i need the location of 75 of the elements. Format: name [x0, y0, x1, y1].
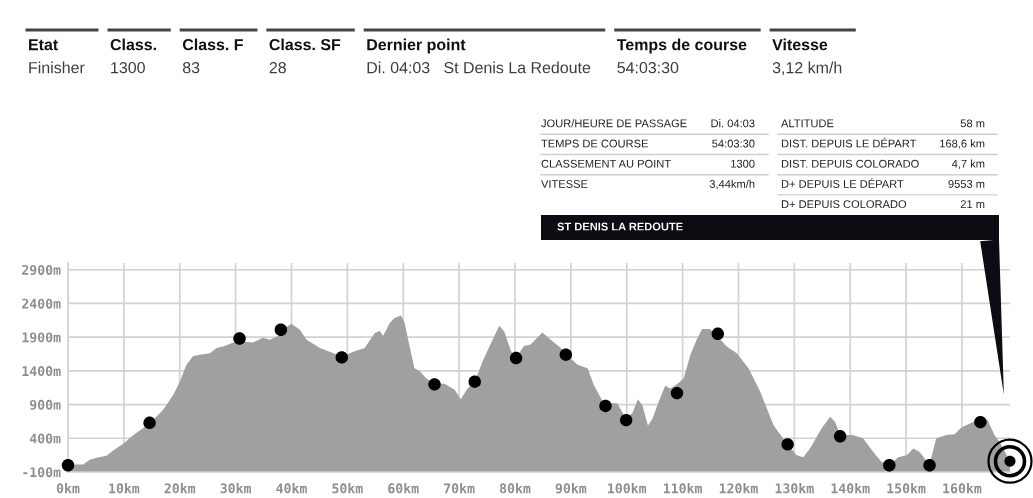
text: TEMPS DE COURSE: [541, 139, 648, 148]
text: 54:03:30: [712, 139, 755, 148]
text: Class. F: [182, 38, 243, 51]
point: [923, 459, 936, 472]
text: 28: [269, 61, 286, 74]
point: [974, 415, 987, 429]
y-tick-label: 1400m: [22, 366, 61, 377]
text: ALTITUDE: [781, 119, 834, 128]
text: JOUR/HEURE DE PASSAGE: [541, 119, 687, 128]
x-tick-label: 80km: [499, 483, 531, 494]
text: D+ DEPUIS LE DÉPART: [781, 178, 904, 188]
text: Temps de course: [616, 38, 747, 54]
point: [233, 332, 246, 345]
x-tick-label: 90km: [555, 483, 587, 494]
point: [143, 416, 156, 429]
text: Vitesse: [772, 38, 828, 51]
x-tick-label: 110km: [663, 483, 702, 494]
text: Etat: [29, 39, 58, 51]
text: 54:03:30: [617, 61, 679, 74]
text: ST DENIS LA REDOUTE: [557, 222, 683, 231]
text: 168,6 km: [940, 139, 985, 149]
point: [619, 413, 633, 427]
x-tick-label: 70km: [444, 483, 475, 494]
text: 21 m: [960, 200, 985, 208]
point: [509, 351, 523, 365]
text: VITESSE: [541, 180, 588, 188]
point: [559, 348, 573, 361]
point: [428, 378, 441, 391]
point: [61, 459, 75, 472]
x-tick-label: 160km: [943, 483, 982, 494]
text: D+ DEPUIS COLORADO: [781, 200, 907, 209]
x-tick-label: 130km: [775, 483, 814, 494]
text: 3,12 km/h: [772, 61, 842, 76]
text: 1300: [731, 159, 755, 168]
y-tick-label: 2400m: [22, 298, 61, 309]
point: [274, 323, 288, 336]
y-tick-label: 400m: [29, 433, 61, 444]
x-tick-label: 20km: [164, 483, 196, 494]
point: [335, 351, 348, 364]
x-tick-label: 0km: [56, 483, 80, 494]
text: DIST. DEPUIS COLORADO: [781, 159, 919, 168]
text: 3,44km/h: [709, 179, 755, 190]
text: Class.: [110, 38, 156, 51]
text: 9553 m: [948, 180, 985, 188]
text: DIST. DEPUIS LE DÉPART: [781, 137, 917, 148]
text: Di. 04:03: [711, 119, 755, 128]
x-tick-label: 10km: [109, 483, 140, 494]
x-tick-label: 50km: [332, 483, 363, 494]
point: [599, 399, 612, 413]
x-tick-label: 140km: [831, 483, 870, 494]
y-tick-label: 1900m: [22, 332, 61, 343]
x-tick-label: 30km: [220, 483, 251, 494]
text: 4,7 km: [951, 159, 985, 169]
point: [711, 327, 724, 340]
y-tick-label: 2900m: [22, 264, 61, 276]
text: 83: [182, 61, 200, 74]
text: 1300: [111, 61, 145, 74]
text: Class. SF: [269, 38, 341, 51]
text: CLASSEMENT AU POINT: [541, 159, 671, 168]
point: [883, 459, 896, 472]
x-tick-label: 60km: [388, 483, 419, 494]
x-tick-label: 40km: [276, 483, 307, 494]
point: [468, 375, 481, 388]
point: [670, 386, 684, 400]
point: [833, 430, 847, 443]
text: Finisher: [29, 61, 85, 74]
y-tick-label: -100m: [23, 467, 61, 478]
text: Di. 04:03 St Denis La Redoute: [367, 61, 591, 74]
point: [781, 438, 794, 451]
x-tick-label: 150km: [887, 483, 926, 494]
text: Dernier point: [367, 38, 466, 54]
x-tick-label: 120km: [719, 483, 758, 494]
text: 58 m: [960, 119, 985, 128]
x-tick-label: 100km: [608, 483, 647, 494]
y-tick-label: 900m: [30, 399, 61, 410]
